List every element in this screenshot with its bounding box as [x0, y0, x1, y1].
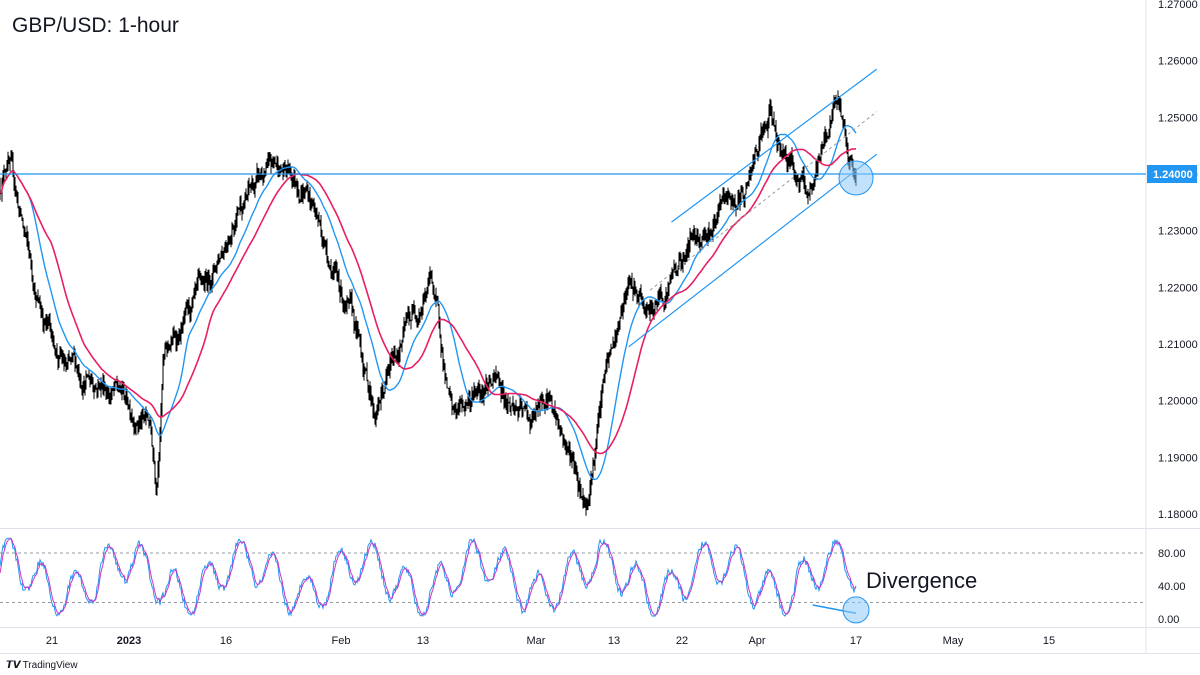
oscillator-tick-label: 40.00	[1158, 581, 1186, 593]
time-tick-label: 17	[850, 635, 862, 647]
time-tick-label: 13	[608, 635, 620, 647]
fast-moving-average-line	[0, 125, 857, 481]
stochastic-oscillator	[0, 537, 870, 624]
price-tick-label: 1.22000	[1158, 282, 1198, 294]
candlestick-series	[0, 90, 857, 516]
divergence-annotation: Divergence	[866, 568, 978, 593]
time-tick-label: Apr	[748, 635, 765, 647]
price-label-text: 1.24000	[1153, 169, 1193, 181]
drawing-overlays: 1.24000	[0, 68, 1197, 348]
price-tick-label: 1.27000	[1158, 0, 1198, 11]
stochastic-k-line	[0, 537, 857, 617]
oscillator-tick-label: 80.00	[1158, 548, 1186, 560]
channel-midline[interactable]	[649, 111, 878, 291]
tradingview-logo-icon: 𝙏𝙑	[6, 660, 21, 671]
time-tick-label: Feb	[332, 635, 351, 647]
time-tick-label: May	[943, 635, 964, 647]
price-tick-label: 1.19000	[1158, 452, 1198, 464]
time-tick-label: 13	[417, 635, 429, 647]
channel-upper-line[interactable]	[671, 68, 878, 223]
time-tick-label: 15	[1043, 635, 1055, 647]
slow-moving-average-line	[0, 148, 857, 455]
price-tick-label: 1.20000	[1158, 396, 1198, 408]
chart-title: GBP/USD: 1-hour	[12, 14, 179, 37]
time-tick-label: 16	[220, 635, 232, 647]
price-tick-label: 1.21000	[1158, 339, 1198, 351]
bounce-highlight-circle	[838, 160, 874, 196]
price-tick-label: 1.23000	[1158, 226, 1198, 238]
moving-averages	[0, 125, 857, 481]
time-tick-label: 22	[676, 635, 688, 647]
price-tick-label: 1.18000	[1158, 509, 1198, 521]
time-tick-label: 21	[46, 635, 58, 647]
time-axis: 21 2023 16 Feb 13 Mar 13 22 Apr 17 May 15	[46, 635, 1055, 647]
price-tick-label: 1.26000	[1158, 56, 1198, 68]
tradingview-brand[interactable]: 𝙏𝙑 TradingView	[6, 660, 78, 671]
channel-lower-line[interactable]	[628, 153, 878, 348]
price-label-box	[1147, 165, 1197, 183]
time-tick-label: 2023	[117, 635, 141, 647]
oscillator-tick-label: 0.00	[1158, 614, 1179, 626]
price-tick-label: 1.25000	[1158, 112, 1198, 124]
divergence-highlight-circle	[842, 596, 870, 624]
brand-label: TradingView	[22, 660, 78, 671]
time-tick-label: Mar	[527, 635, 546, 647]
stochastic-d-line	[0, 538, 857, 616]
